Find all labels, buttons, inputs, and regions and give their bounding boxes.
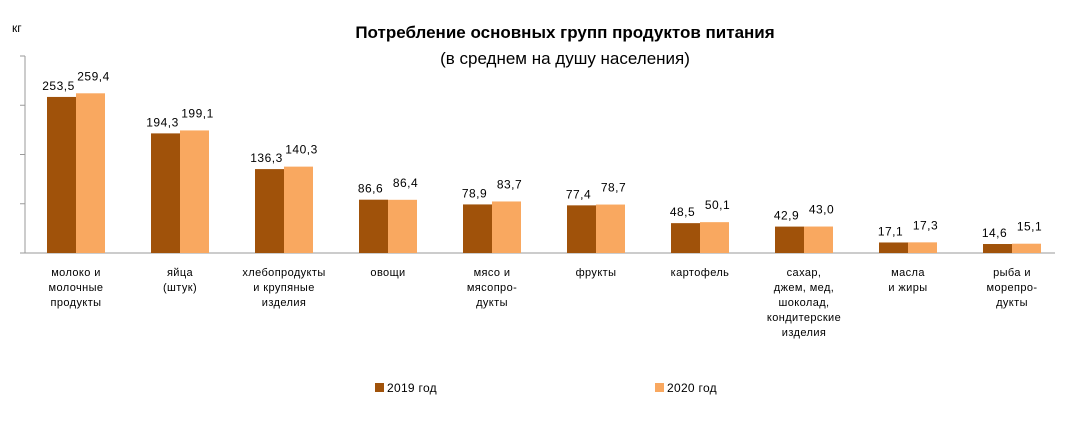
legend-swatch-2020: [655, 383, 664, 392]
x-tick-label: сахар, джем, мед, шоколад, кондитерские изде…: [767, 267, 841, 339]
data-label: 199,1: [181, 106, 214, 120]
bar-2020: [284, 166, 313, 253]
legend-label-2019: 2019 год: [387, 381, 437, 395]
data-label: 42,9: [774, 209, 799, 223]
bar-2020: [180, 130, 209, 253]
bar-2019: [463, 204, 492, 253]
bar-2019: [983, 244, 1012, 253]
x-tick-label: хлебопродукты и крупяные изделия: [242, 267, 325, 309]
data-label: 17,1: [878, 224, 903, 238]
legend-swatch-2019: [375, 383, 384, 392]
bar-2020: [492, 201, 521, 253]
data-label: 50,1: [705, 198, 730, 212]
bar-2019: [151, 133, 180, 253]
legend-label-2020: 2020 год: [667, 381, 717, 395]
data-label: 17,3: [913, 218, 938, 232]
bar-2019: [359, 199, 388, 253]
data-label: 259,4: [77, 69, 110, 83]
y-axis-unit-label: кг: [12, 21, 22, 35]
bar-2019: [47, 96, 76, 254]
data-label: 253,5: [42, 79, 75, 93]
data-label: 43,0: [809, 203, 834, 217]
x-tick-label: рыба и морепро-дукты: [987, 267, 1038, 309]
x-tick-label: фрукты: [576, 267, 617, 279]
bar-2020: [596, 204, 625, 253]
bars: [47, 93, 1041, 254]
bar-2020: [388, 199, 417, 253]
data-label: 77,4: [566, 187, 591, 201]
data-label: 86,6: [358, 182, 383, 196]
x-tick-label: картофель: [671, 267, 730, 279]
category-labels: молоко и молочные продукты яйца (штук) хлебоп…: [49, 267, 1038, 339]
bar-2020: [908, 242, 937, 253]
x-tick-label: яйца (штук): [163, 267, 197, 294]
data-label: 78,7: [601, 181, 626, 195]
bar-2020: [700, 222, 729, 253]
data-label: 140,3: [285, 143, 318, 157]
data-label: 194,3: [146, 115, 179, 129]
chart-subtitle: (в среднем на душу населения): [440, 49, 690, 68]
bar-2020: [76, 93, 105, 253]
data-label: 83,7: [497, 177, 522, 191]
bar-2019: [671, 223, 700, 253]
bar-2019: [567, 205, 596, 253]
chart-title: Потребление основных групп продуктов пит…: [355, 23, 774, 42]
bar-2020: [804, 226, 833, 253]
bar-2019: [255, 169, 284, 253]
legend: 2019 год 2020 год: [375, 381, 717, 395]
bar-2020: [1012, 243, 1041, 253]
x-tick-label: молоко и молочные продукты: [49, 267, 104, 309]
data-label: 14,6: [982, 226, 1007, 240]
data-label: 15,1: [1017, 220, 1042, 234]
data-label: 136,3: [250, 151, 283, 165]
x-tick-label: мясо и мясопро-дукты: [467, 267, 517, 309]
x-tick-label: масла и жиры: [888, 267, 927, 294]
data-label: 78,9: [462, 186, 487, 200]
data-label: 86,4: [393, 176, 418, 190]
x-tick-label: овощи: [370, 267, 405, 279]
data-label: 48,5: [670, 205, 695, 219]
bar-2019: [879, 242, 908, 253]
bar-2019: [775, 226, 804, 253]
